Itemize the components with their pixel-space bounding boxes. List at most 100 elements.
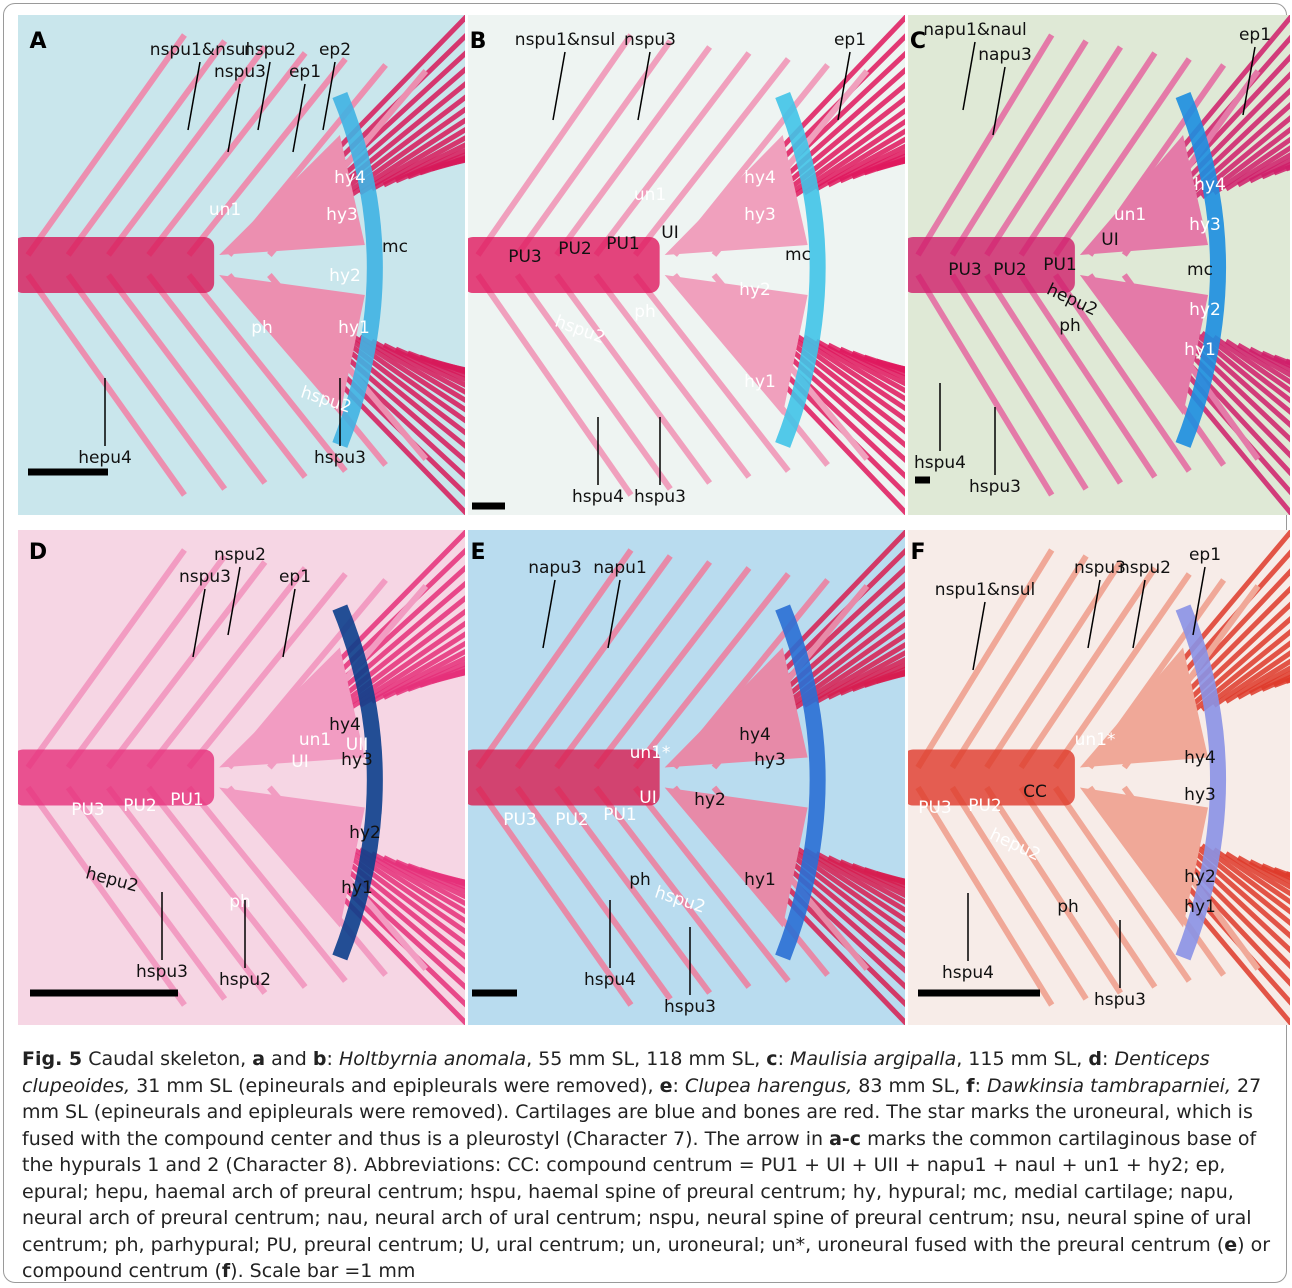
caption-text: : (778, 1048, 790, 1070)
page: {"figure": {"panels": [ {"letter": "A", … (0, 0, 1292, 1288)
structure-label: ph (1059, 316, 1081, 336)
structure-label: ph (251, 318, 273, 338)
structure-label: hy1 (1184, 897, 1216, 917)
caption-text: Caudal skeleton, (82, 1048, 252, 1070)
structure-label: PU3 (918, 798, 952, 818)
structure-label: hy4 (1194, 175, 1226, 195)
panel-letter: B (470, 29, 487, 54)
structure-label: napu3 (528, 558, 582, 578)
structure-label: hy1 (744, 372, 776, 392)
structure-label: PU3 (508, 247, 542, 267)
structure-label: hspu4 (914, 453, 966, 473)
structure-label: un1 (299, 730, 331, 750)
structure-label: hspu4 (572, 487, 624, 507)
caption-text: ). Scale bar =1 mm (230, 1260, 415, 1282)
caption-text: Holtbyrnia anomala (339, 1048, 526, 1070)
structure-label: hy4 (334, 168, 366, 188)
structure-label: UI (661, 223, 678, 243)
panel-letter: E (470, 540, 485, 565)
structure-label: ph (629, 870, 651, 890)
structure-label: hspu3 (314, 448, 366, 468)
structure-label: UI (639, 788, 656, 808)
panel-letter: A (29, 29, 46, 54)
structure-label: hy4 (329, 715, 361, 735)
structure-label: hspu3 (1094, 990, 1146, 1010)
structure-label: hspu4 (584, 970, 636, 990)
structure-label: ep1 (834, 30, 866, 50)
structure-label: un1* (630, 743, 671, 763)
structure-label: un1 (1114, 205, 1146, 225)
structure-label: hy1 (744, 870, 776, 890)
structure-label: hy2 (1184, 867, 1216, 887)
panel-letter: D (29, 540, 47, 565)
caption-text: f (966, 1075, 974, 1097)
structure-label: napu1 (593, 558, 647, 578)
structure-label: nspu1&nsul (935, 580, 1035, 600)
structure-label: nspu3 (214, 62, 266, 82)
structure-label: mc (1187, 260, 1213, 280)
caption-text: 83 mm SL, (852, 1075, 966, 1097)
structure-label: hy1 (1184, 340, 1216, 360)
structure-label: hepu4 (78, 448, 132, 468)
structure-label: hy2 (1189, 300, 1221, 320)
caption-text: : (327, 1048, 339, 1070)
caption-text: : (1102, 1048, 1114, 1070)
structure-label: hy3 (326, 205, 358, 225)
structure-label: nspu1&nsul (150, 40, 250, 60)
structure-label: hy2 (739, 280, 771, 300)
structure-label: hy3 (1184, 785, 1216, 805)
structure-label: nspu2 (244, 40, 296, 60)
caption-text: d (1088, 1048, 1102, 1070)
caption-text: , 115 mm SL, (956, 1048, 1088, 1070)
structure-label: ep1 (279, 567, 311, 587)
structure-label: ph (1057, 897, 1079, 917)
structure-label: hy3 (1189, 215, 1221, 235)
structure-label: PU3 (503, 810, 537, 830)
caption-text: : (975, 1075, 987, 1097)
structure-label: PU2 (558, 239, 592, 259)
structure-label: mc (785, 245, 811, 265)
caption-text: a (252, 1048, 265, 1070)
structure-label: UI (1101, 230, 1118, 250)
caption-text: and (265, 1048, 313, 1070)
structure-label: un1* (1075, 730, 1116, 750)
caption-text: Fig. 5 (22, 1048, 82, 1070)
caption-text: c (766, 1048, 777, 1070)
structure-label: ep1 (289, 62, 321, 82)
structure-label: hy2 (694, 790, 726, 810)
structure-label: napu1&naul (923, 20, 1027, 40)
structure-label: UI (291, 752, 308, 772)
caption-text: b (313, 1048, 327, 1070)
structure-label: hy1 (338, 318, 370, 338)
caption-text: Dawkinsia tambraparniei, (987, 1075, 1231, 1097)
structure-label: hy4 (1184, 748, 1216, 768)
structure-label: PU3 (948, 260, 982, 280)
structure-label: hspu3 (664, 997, 716, 1017)
structure-label: un1 (209, 200, 241, 220)
caption-text: 31 mm SL (epineurals and epipleurals wer… (130, 1075, 660, 1097)
structure-label: hy2 (329, 266, 361, 286)
caption: Fig. 5 Caudal skeleton, a and b: Holtbyr… (22, 1046, 1272, 1285)
structure-label: PU2 (123, 796, 157, 816)
structure-label: hy4 (739, 725, 771, 745)
caption-text: e (660, 1075, 673, 1097)
structure-label: un1 (634, 185, 666, 205)
structure-label: ph (634, 302, 656, 322)
structure-label: hy3 (754, 750, 786, 770)
structure-label: nspu3 (179, 567, 231, 587)
structure-label: PU1 (170, 790, 204, 810)
structure-label: hspu2 (219, 970, 271, 990)
structure-label: hspu3 (136, 962, 188, 982)
structure-label: nspu2 (214, 545, 266, 565)
structure-label: hy4 (744, 168, 776, 188)
structure-label: hy2 (349, 823, 381, 843)
structure-label: ep1 (1189, 545, 1221, 565)
structure-label: ep1 (1239, 25, 1271, 45)
caption-text: f (222, 1260, 230, 1282)
caption-text: e (1224, 1234, 1237, 1256)
caption-text: Maulisia argipalla (790, 1048, 956, 1070)
caption-text: a-c (829, 1128, 861, 1150)
structure-label: hy1 (341, 878, 373, 898)
structure-label: PU1 (1043, 255, 1077, 275)
